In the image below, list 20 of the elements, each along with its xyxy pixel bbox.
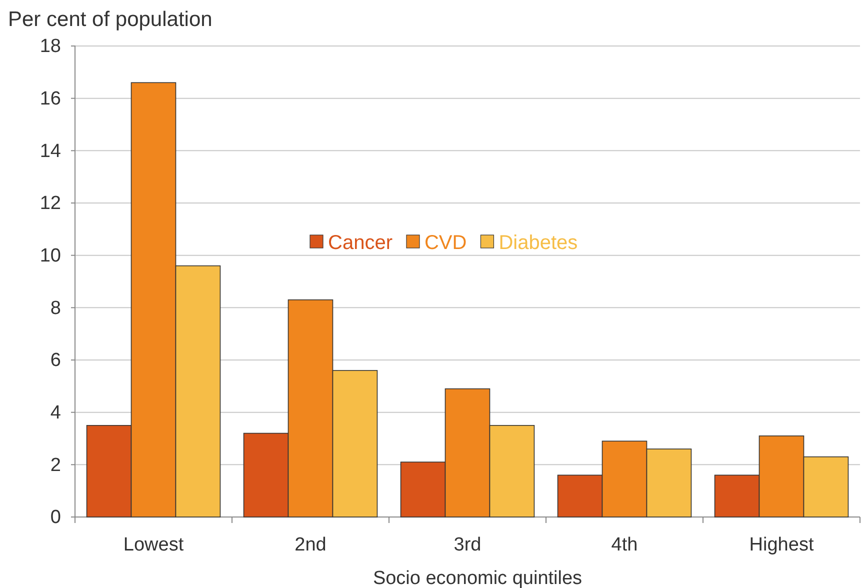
y-tick-label: 18	[40, 36, 61, 58]
y-tick-label: 14	[40, 140, 62, 162]
x-tick-label: 3rd	[454, 534, 482, 556]
y-tick-label: 2	[50, 454, 61, 476]
legend-label: Diabetes	[498, 232, 578, 254]
x-tick-label: 2nd	[294, 534, 326, 556]
x-tick-label: Highest	[749, 534, 814, 556]
x-tick-label: Lowest	[123, 534, 184, 556]
y-tick-label: 16	[40, 88, 61, 110]
y-tick-label: 6	[50, 350, 61, 372]
y-tick-label: 8	[50, 298, 61, 319]
y-tick-label: 0	[50, 507, 61, 528]
legend-label: CVD	[424, 232, 467, 254]
y-tick-label: 10	[40, 245, 61, 266]
y-tick-label: 12	[40, 193, 61, 214]
legend-label: Cancer	[328, 232, 393, 254]
y-axis-title: Per cent of population	[8, 8, 212, 31]
x-tick-label: 4th	[611, 534, 638, 556]
x-axis-title: Socio economic quintiles	[372, 568, 582, 588]
y-tick-label: 4	[50, 402, 62, 424]
